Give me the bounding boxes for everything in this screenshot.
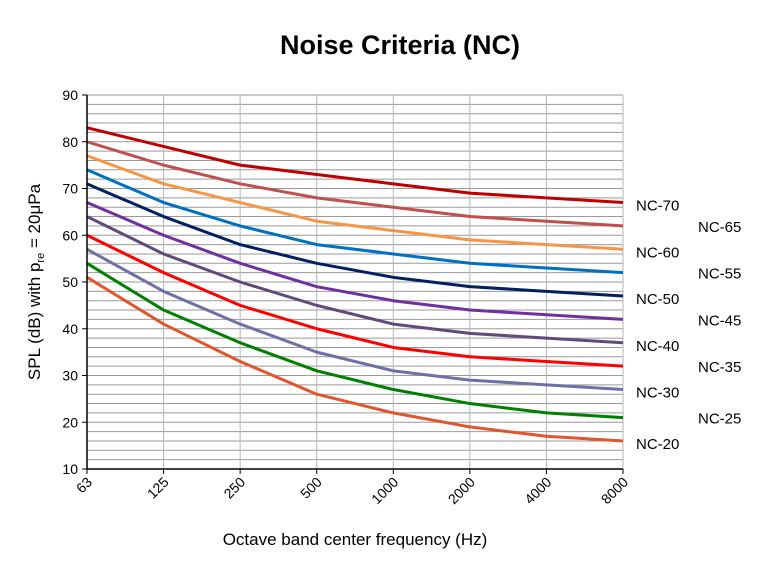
x-tick-label: 8000 xyxy=(598,474,631,507)
series-line-nc-60 xyxy=(86,154,624,251)
x-tick-label: 2000 xyxy=(445,474,478,507)
series-lines: NC-70 NC-65 NC-60 NC-55 NC-50 NC-45 NC-40 NC-35… xyxy=(86,126,741,453)
x-tick-label: 4000 xyxy=(521,474,554,507)
series-label: NC-45 xyxy=(698,312,741,329)
series-label: NC-50 xyxy=(636,291,679,308)
y-tick-label: 60 xyxy=(62,227,78,243)
series-label: NC-20 xyxy=(636,436,679,453)
y-tick-label: 20 xyxy=(62,414,78,430)
series-line-nc-70 xyxy=(86,126,624,205)
x-tick-label: 63 xyxy=(73,474,95,496)
series-line-nc-55 xyxy=(86,168,624,275)
y-tick-label: 70 xyxy=(62,181,78,197)
x-tick-label: 500 xyxy=(297,474,325,502)
series-label: NC-65 xyxy=(698,219,741,236)
series-line-nc-30 xyxy=(86,247,624,392)
series-line-nc-35 xyxy=(86,233,624,368)
x-axis-label: Octave band center frequency (Hz) xyxy=(223,530,488,549)
series-line-nc-40 xyxy=(86,215,624,345)
y-tick-label: 50 xyxy=(62,274,78,290)
series-line-nc-45 xyxy=(86,201,624,321)
y-tick-label: 80 xyxy=(62,134,78,150)
series-line-nc-20 xyxy=(86,276,624,443)
series-label: NC-70 xyxy=(636,198,679,215)
y-tick-label: 90 xyxy=(62,87,78,103)
series-line-nc-25 xyxy=(86,262,624,420)
y-axis-label: SPL (dB) with pre = 20μPa xyxy=(25,183,47,380)
x-tick-label: 250 xyxy=(220,474,248,502)
x-tick-label: 1000 xyxy=(368,474,401,507)
y-tick-label: 40 xyxy=(62,321,78,337)
series-label: NC-35 xyxy=(698,359,741,376)
series-label: NC-55 xyxy=(698,266,741,283)
y-tick-label: 10 xyxy=(62,461,78,477)
chart-title: Noise Criteria (NC) xyxy=(280,30,520,60)
series-label: NC-40 xyxy=(636,338,679,355)
series-label: NC-25 xyxy=(698,411,741,428)
y-tick-label: 30 xyxy=(62,368,78,384)
series-label: NC-30 xyxy=(636,385,679,402)
x-tick-label: 125 xyxy=(144,474,172,502)
series-line-nc-65 xyxy=(86,140,624,228)
series-line-nc-50 xyxy=(86,182,624,298)
series-label: NC-60 xyxy=(636,244,679,261)
